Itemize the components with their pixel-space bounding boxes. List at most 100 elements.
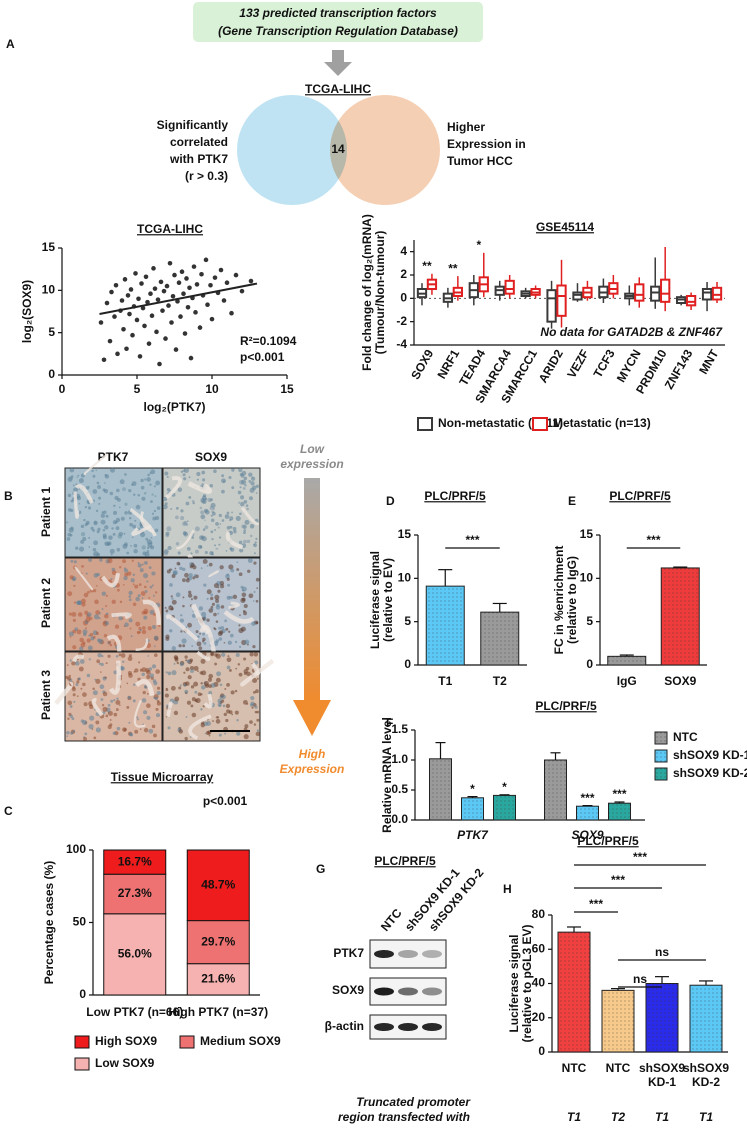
tissue-texture bbox=[187, 593, 193, 598]
tissue-texture bbox=[73, 601, 77, 604]
tissue-texture bbox=[122, 543, 128, 549]
tissue-texture bbox=[133, 699, 146, 728]
box bbox=[660, 278, 671, 303]
y-tick-label: 0 bbox=[79, 987, 86, 1001]
tissue-texture bbox=[196, 641, 202, 647]
tissue-texture bbox=[114, 624, 120, 629]
tissue-texture bbox=[103, 482, 106, 484]
tissue-texture bbox=[80, 719, 85, 723]
tissue-texture bbox=[204, 525, 209, 530]
tissue-texture bbox=[146, 546, 150, 550]
venn-left-label: (r > 0.3) bbox=[185, 169, 228, 183]
tissue-texture bbox=[165, 688, 169, 692]
tissue-texture bbox=[84, 732, 88, 736]
tissue-texture bbox=[182, 473, 186, 477]
significance-label: * bbox=[502, 780, 507, 794]
tissue-texture bbox=[195, 697, 201, 704]
tissue-texture bbox=[100, 519, 106, 525]
tissue-texture bbox=[139, 668, 143, 672]
tissue-texture bbox=[152, 625, 157, 630]
tissue-texture bbox=[227, 655, 230, 658]
significance-label: * bbox=[470, 782, 475, 796]
tissue-texture bbox=[131, 559, 134, 562]
bar bbox=[461, 797, 484, 821]
tissue-texture bbox=[244, 519, 250, 525]
y-axis-label: (relative to IgG) bbox=[565, 556, 579, 644]
tissue-texture bbox=[182, 596, 185, 599]
y-tick-label: 10 bbox=[42, 283, 56, 297]
y-tick-label: 0 bbox=[48, 367, 55, 381]
tissue-texture bbox=[129, 508, 157, 537]
tissue-texture bbox=[91, 469, 94, 473]
tissue-texture bbox=[237, 490, 242, 495]
tissue-texture bbox=[102, 528, 106, 532]
tissue-texture bbox=[164, 606, 167, 609]
tissue-texture bbox=[250, 696, 255, 701]
tissue-texture bbox=[232, 594, 238, 600]
tissue-texture bbox=[77, 677, 81, 681]
point bbox=[101, 357, 107, 363]
tissue-texture bbox=[155, 713, 161, 718]
tissue-texture bbox=[109, 643, 113, 647]
tissue-texture bbox=[86, 673, 91, 678]
tissue-texture bbox=[221, 519, 225, 522]
y-axis-label: Percentage cases (%) bbox=[42, 861, 56, 984]
y-axis-label: Relative mRNA level bbox=[380, 717, 394, 833]
venn-center: 14 bbox=[331, 142, 345, 156]
legend-label: High SOX9 bbox=[95, 1034, 157, 1048]
y-axis-label: Luciferase signal bbox=[507, 934, 521, 1032]
tissue-texture bbox=[229, 633, 234, 638]
tissue-texture bbox=[107, 724, 112, 730]
tissue-texture bbox=[136, 716, 139, 719]
tissue-texture bbox=[193, 681, 199, 687]
tissue-texture bbox=[225, 531, 244, 550]
tissue-texture bbox=[147, 473, 150, 477]
tissue-texture bbox=[137, 563, 142, 568]
y-tick-label: 15 bbox=[398, 527, 412, 541]
tissue-texture bbox=[226, 683, 230, 687]
tissue-texture bbox=[201, 483, 204, 486]
tissue-texture bbox=[221, 652, 226, 657]
tissue-texture bbox=[235, 667, 238, 670]
tissue-texture bbox=[142, 599, 161, 626]
tissue-texture bbox=[255, 731, 261, 737]
tissue-texture bbox=[88, 658, 91, 661]
tissue-texture bbox=[69, 575, 74, 580]
tissue-texture bbox=[212, 720, 214, 722]
tissue-texture bbox=[196, 635, 200, 639]
tissue-texture bbox=[224, 514, 230, 519]
tissue-texture bbox=[200, 685, 206, 690]
point bbox=[197, 325, 203, 330]
tissue-texture bbox=[92, 547, 97, 552]
tissue-texture bbox=[108, 660, 121, 695]
tissue-texture bbox=[241, 479, 247, 485]
point bbox=[104, 300, 110, 306]
tissue-texture bbox=[211, 608, 214, 611]
value-label: 27.3% bbox=[118, 886, 152, 900]
tissue-texture bbox=[92, 630, 98, 636]
tissue-texture bbox=[75, 546, 79, 550]
tissue-texture bbox=[169, 629, 173, 633]
point bbox=[218, 267, 224, 273]
tissue-texture bbox=[153, 612, 156, 616]
point bbox=[127, 311, 132, 317]
tissue-texture bbox=[146, 703, 151, 709]
tissue-texture bbox=[83, 453, 109, 476]
tissue-texture bbox=[102, 691, 108, 697]
tissue-texture bbox=[233, 530, 237, 534]
venn-left bbox=[237, 95, 347, 205]
tissue-texture bbox=[137, 494, 141, 497]
tissue-texture bbox=[243, 529, 247, 532]
point bbox=[194, 282, 200, 287]
point bbox=[158, 279, 164, 285]
tissue-texture bbox=[238, 501, 241, 504]
tissue-texture bbox=[143, 573, 149, 579]
tissue-texture bbox=[214, 662, 218, 666]
tissue-texture bbox=[115, 526, 120, 531]
panel-letter: F bbox=[386, 716, 393, 730]
tissue-texture bbox=[226, 657, 232, 663]
point bbox=[173, 347, 179, 352]
tissue-texture bbox=[208, 734, 211, 737]
tissue-texture bbox=[253, 723, 257, 726]
